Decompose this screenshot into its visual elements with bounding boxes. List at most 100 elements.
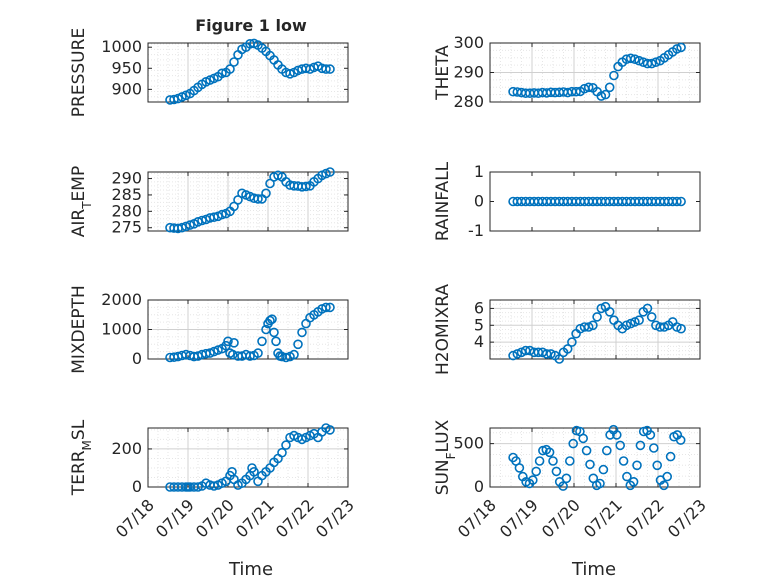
data-point bbox=[568, 438, 579, 449]
data-point bbox=[618, 456, 629, 466]
data-point bbox=[564, 456, 575, 466]
x-tick-label: 07/20 bbox=[538, 495, 584, 541]
data-point bbox=[321, 64, 331, 74]
y-axis-label: TERRMSL bbox=[69, 419, 94, 496]
data-point bbox=[548, 456, 558, 466]
data-point bbox=[600, 89, 611, 100]
x-tick-label: 07/22 bbox=[622, 495, 668, 541]
x-tick-label: 07/20 bbox=[192, 495, 238, 541]
data-point bbox=[676, 42, 686, 53]
y-tick-label: 200 bbox=[111, 439, 142, 458]
y-axis-label: AIRTEMP bbox=[69, 166, 94, 237]
data-point bbox=[588, 320, 598, 331]
data-point bbox=[634, 55, 644, 66]
data-point bbox=[645, 430, 656, 440]
data-point bbox=[567, 337, 577, 347]
x-tick-label: 07/19 bbox=[496, 495, 542, 541]
y-axis-label: RAINFALL bbox=[433, 161, 453, 241]
y-tick-label: 1 bbox=[474, 162, 484, 181]
y-tick-label: 5 bbox=[474, 315, 484, 334]
data-point bbox=[635, 440, 646, 451]
y-tick-label: 900 bbox=[111, 79, 142, 98]
y-tick-label: 950 bbox=[111, 58, 142, 77]
data-point bbox=[185, 220, 195, 230]
data-point bbox=[281, 352, 291, 363]
data-point bbox=[229, 57, 239, 67]
data-point bbox=[209, 481, 219, 491]
y-tick-label: 500 bbox=[453, 434, 484, 453]
data-point bbox=[228, 349, 238, 360]
data-point bbox=[630, 54, 640, 65]
data-point bbox=[223, 336, 233, 347]
data-point bbox=[571, 86, 581, 97]
data-point bbox=[261, 324, 271, 335]
y-axis-label: MIXDEPTH bbox=[69, 285, 89, 374]
data-point bbox=[628, 476, 639, 487]
data-point bbox=[592, 312, 602, 322]
data-point bbox=[652, 460, 663, 471]
axes-box bbox=[489, 427, 701, 488]
subplot-6: 456 H2OMIXRA bbox=[433, 284, 701, 375]
plot-area bbox=[148, 43, 348, 102]
y-tick-label: 290 bbox=[453, 63, 484, 82]
x-tick-label: 07/22 bbox=[272, 495, 318, 541]
x-tick-label: 07/23 bbox=[312, 495, 358, 541]
y-tick-label: 4 bbox=[474, 332, 484, 351]
data-point bbox=[285, 69, 295, 79]
data-point bbox=[659, 480, 669, 491]
data-point bbox=[648, 443, 659, 453]
data-point bbox=[578, 433, 589, 444]
x-tick-label: 07/23 bbox=[664, 495, 710, 541]
plot-area bbox=[490, 428, 700, 487]
data-point bbox=[581, 445, 592, 456]
data-point bbox=[651, 57, 661, 68]
y-tick-label: 0 bbox=[474, 192, 484, 211]
x-axis-label-left: Time bbox=[228, 559, 273, 580]
data-point bbox=[604, 82, 615, 93]
axes-box bbox=[147, 171, 349, 232]
data-point bbox=[672, 196, 682, 207]
data-point bbox=[301, 181, 311, 192]
data-point bbox=[512, 349, 523, 359]
y-axis-label: H2OMIXRA bbox=[433, 284, 453, 375]
data-point bbox=[615, 440, 626, 451]
x-tick-label: 07/21 bbox=[580, 495, 626, 541]
data-point bbox=[551, 466, 562, 477]
data-point bbox=[531, 466, 542, 477]
data-point bbox=[665, 451, 676, 462]
y-tick-label: 300 bbox=[453, 33, 484, 52]
data-point bbox=[269, 327, 279, 338]
data-point bbox=[225, 64, 235, 74]
data-point bbox=[325, 302, 335, 313]
data-point bbox=[672, 44, 682, 54]
axes-box bbox=[489, 299, 701, 360]
data-point bbox=[229, 337, 239, 348]
x-tick-label: 07/19 bbox=[152, 495, 198, 541]
x-tick-label: 07/21 bbox=[232, 495, 278, 541]
data-point bbox=[598, 464, 609, 475]
y-tick-label: 1000 bbox=[101, 320, 142, 339]
data-point bbox=[609, 70, 619, 81]
data-point bbox=[257, 336, 267, 347]
data-point bbox=[267, 314, 277, 325]
data-point bbox=[325, 425, 335, 435]
data-point bbox=[554, 354, 565, 364]
data-point bbox=[325, 64, 335, 74]
y-tick-label: 280 bbox=[111, 201, 142, 220]
data-point bbox=[253, 194, 263, 204]
data-point bbox=[583, 82, 594, 93]
data-point bbox=[325, 167, 335, 177]
data-point bbox=[514, 463, 525, 473]
y-tick-label: 285 bbox=[111, 185, 142, 204]
y-tick-label: 290 bbox=[111, 169, 142, 188]
subplot-1: 900 950 1000 PRESSURE bbox=[69, 28, 349, 117]
y-tick-label: 280 bbox=[453, 92, 484, 111]
data-point bbox=[527, 475, 538, 485]
data-point bbox=[595, 478, 605, 489]
data-point bbox=[245, 351, 255, 361]
data-point bbox=[634, 315, 644, 326]
data-point bbox=[221, 340, 231, 351]
